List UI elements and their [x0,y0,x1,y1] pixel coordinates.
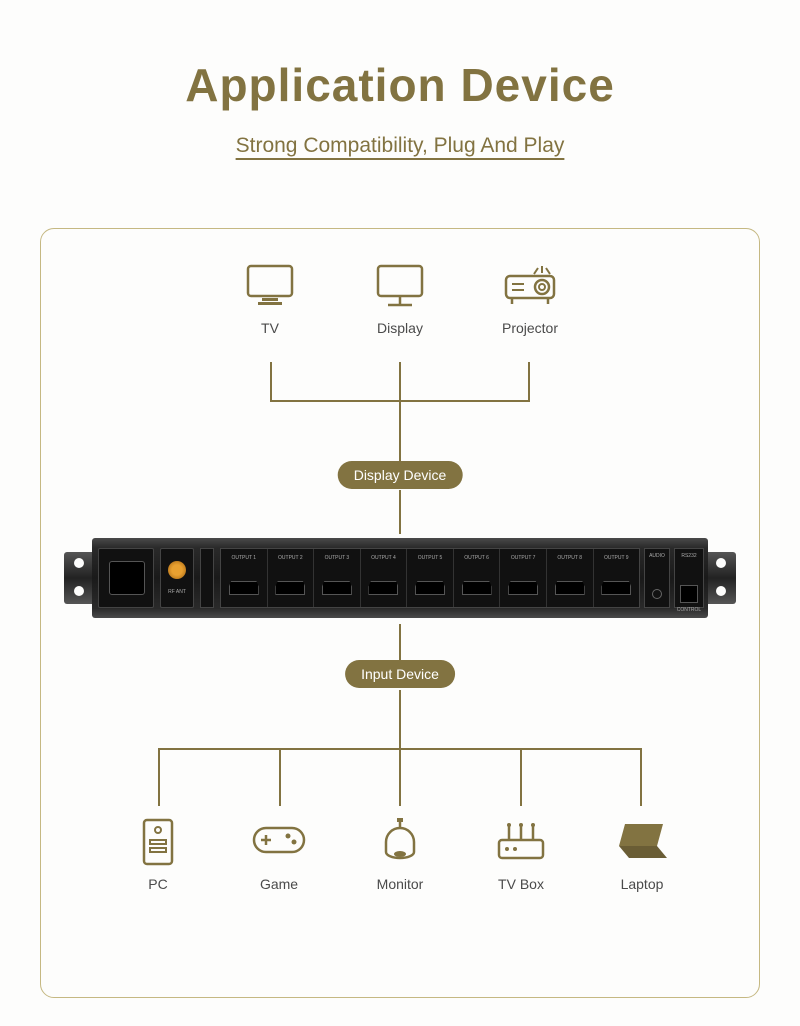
hdmi-jack-icon [368,581,398,595]
hdmi-jack-icon [601,581,631,595]
power-block [98,548,154,608]
hdmi-port: OUTPUT 8 [547,549,594,607]
monitor-icon [371,816,429,868]
mount-ear-left [64,552,94,604]
hdmi-jack-icon [462,581,492,595]
hdmi-port: OUTPUT 3 [314,549,361,607]
rf-connector-icon [168,561,186,579]
device-body: RF ANT OUTPUT 1OUTPUT 2OUTPUT 3OUTPUT 4O… [92,538,708,618]
connector-line [399,362,401,402]
power-socket-icon [109,561,145,595]
device-label: TV [261,320,279,336]
audio-jack-icon [652,589,662,599]
hdmi-port: OUTPUT 1 [221,549,268,607]
hdmi-label: OUTPUT 2 [268,549,314,561]
device-label: Display [377,320,423,336]
control-label: CONTROL [675,603,703,613]
hdmi-label: OUTPUT 8 [547,549,593,561]
display-device-row: TV Display Projector [220,260,580,336]
output-strip: OUTPUT 1OUTPUT 2OUTPUT 3OUTPUT 4OUTPUT 5… [220,548,640,608]
display-badge: Display Device [338,461,463,489]
rs232-block: RS232 CONTROL [674,548,704,608]
device-label: Monitor [377,876,424,892]
device-laptop: Laptop [592,816,692,892]
mount-hole [74,558,84,568]
mount-hole [716,586,726,596]
connector-line [399,748,401,806]
rf-label: RF ANT [161,589,193,595]
pc-icon [129,816,187,868]
connector-line [279,748,281,806]
connector-line [158,748,160,806]
hdmi-label: OUTPUT 6 [454,549,500,561]
device-tv: TV [220,260,320,336]
page-subtitle: Strong Compatibility, Plug And Play [0,134,800,158]
mount-ear-right [706,552,736,604]
connector-line [528,362,530,402]
hdmi-port: OUTPUT 5 [407,549,454,607]
hdmi-jack-icon [322,581,352,595]
rs232-label: RS232 [675,549,703,559]
hdmi-label: OUTPUT 1 [221,549,267,561]
hdmi-jack-icon [415,581,445,595]
mount-hole [74,586,84,596]
hdmi-port: OUTPUT 6 [454,549,501,607]
hdmi-jack-icon [555,581,585,595]
projector-icon [501,260,559,312]
power-led [200,548,214,608]
connector-line [640,748,642,806]
input-badge: Input Device [345,660,455,688]
hdmi-label: OUTPUT 5 [407,549,453,561]
connector-line [399,690,401,750]
page-title: Application Device [0,0,800,112]
tv-icon [241,260,299,312]
rf-antenna: RF ANT [160,548,194,608]
connector-line [399,624,401,662]
device-monitor: Monitor [350,816,450,892]
device-tvbox: TV Box [471,816,571,892]
hdmi-jack-icon [229,581,259,595]
tvbox-icon [492,816,550,868]
hdmi-jack-icon [275,581,305,595]
hdmi-label: OUTPUT 4 [361,549,407,561]
hdmi-label: OUTPUT 9 [594,549,640,561]
audio-label: AUDIO [645,549,669,559]
game-icon [250,816,308,868]
device-label: PC [148,876,167,892]
device-label: Game [260,876,298,892]
display-icon [371,260,429,312]
connector-line [520,748,522,806]
hdmi-label: OUTPUT 7 [500,549,546,561]
audio-block: AUDIO [644,548,670,608]
hub-device: RF ANT OUTPUT 1OUTPUT 2OUTPUT 3OUTPUT 4O… [64,532,736,624]
rj45-icon [680,585,698,603]
device-display: Display [350,260,450,336]
connector-line [399,490,401,534]
input-device-row: PC Game Monitor TV Box Laptop [108,816,692,892]
connector-line [270,362,272,402]
laptop-icon [613,816,671,868]
device-game: Game [229,816,329,892]
device-label: TV Box [498,876,544,892]
hdmi-port: OUTPUT 4 [361,549,408,607]
hdmi-port: OUTPUT 7 [500,549,547,607]
device-projector: Projector [480,260,580,336]
hdmi-port: OUTPUT 9 [594,549,640,607]
hdmi-port: OUTPUT 2 [268,549,315,607]
device-label: Laptop [621,876,664,892]
mount-hole [716,558,726,568]
device-pc: PC [108,816,208,892]
connector-line [399,400,401,462]
hdmi-label: OUTPUT 3 [314,549,360,561]
hdmi-jack-icon [508,581,538,595]
device-label: Projector [502,320,558,336]
